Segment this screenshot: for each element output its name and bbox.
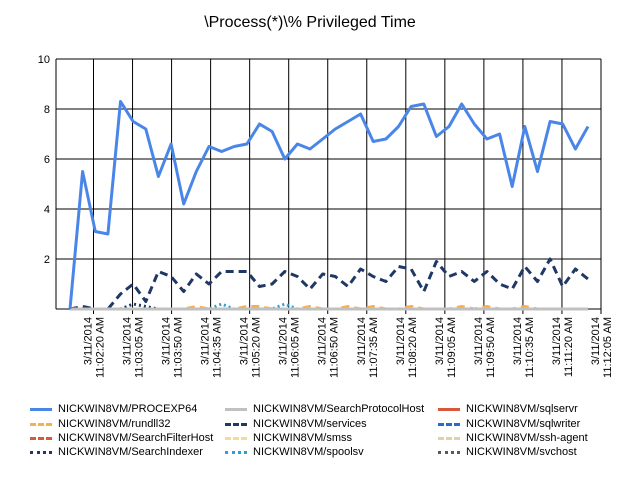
x-tick-label: 3/11/2014 11:06:05 AM [278,317,302,378]
legend-label: NICKWIN8VM/PROCEXP64 [58,403,198,415]
x-tick-label: 3/11/2014 11:05:20 AM [239,317,263,378]
legend-swatch [30,407,52,411]
x-tick-label: 3/11/2014 11:09:05 AM [434,317,458,378]
y-tick-label: 10 [38,54,50,66]
x-tick-date: 3/11/2014 [239,317,251,365]
x-tick-label: 3/11/2014 11:06:50 AM [317,317,341,378]
series-line-services [69,257,589,311]
legend-label: NICKWIN8VM/svchost [466,446,577,458]
axis-layer [55,59,602,310]
legend-swatch [225,436,247,440]
legend-label: NICKWIN8VM/sqlservr [466,403,578,415]
x-tick-label: 3/11/2014 11:02:20 AM [83,317,107,378]
x-tick-date: 3/11/2014 [512,317,524,365]
legend-swatch [225,450,247,454]
y-tick-label: 6 [44,154,50,166]
x-tick-label: 3/11/2014 11:08:20 AM [395,317,419,378]
legend-label: NICKWIN8VM/services [253,418,367,430]
x-tick-time: 11:06:50 AM [329,317,341,378]
legend-label: NICKWIN8VM/ssh-agent [466,432,588,444]
legend-label: NICKWIN8VM/spoolsv [253,446,364,458]
x-tick-date: 3/11/2014 [83,317,95,365]
x-tick-time: 11:10:35 AM [524,317,536,378]
legend-item: NICKWIN8VM/SearchFilterHost [30,431,213,445]
x-tick-time: 11:05:20 AM [251,317,263,378]
legend-item: NICKWIN8VM/sqlservr [438,402,578,416]
x-tick-time: 11:11:20 AM [563,317,575,377]
x-tick-time: 11:08:20 AM [407,317,419,378]
legend-swatch [438,436,460,440]
y-tick-label: 2 [44,254,50,266]
y-tick-label: 8 [44,104,50,116]
legend-label: NICKWIN8VM/SearchIndexer [58,446,203,458]
x-tick-time: 11:07:35 AM [368,317,380,378]
x-tick-time: 11:03:50 AM [173,317,185,378]
x-tick-time: 11:09:50 AM [485,317,497,378]
legend-swatch [30,422,52,426]
legend-label: NICKWIN8VM/sqlwriter [466,418,581,430]
legend-swatch [225,407,247,411]
x-tick-label: 3/11/2014 11:11:20 AM [551,317,575,377]
x-tick-date: 3/11/2014 [590,317,602,365]
x-tick-time: 11:02:20 AM [95,317,107,378]
legend-swatch [225,422,247,426]
x-tick-label: 3/11/2014 11:03:05 AM [122,317,146,378]
x-tick-label: 3/11/2014 11:07:35 AM [356,317,380,378]
legend-label: NICKWIN8VM/smss [253,432,352,444]
legend-label: NICKWIN8VM/SearchFilterHost [58,432,214,444]
x-tick-time: 11:04:35 AM [212,317,224,378]
legend-swatch [30,436,52,440]
x-tick-label: 3/11/2014 11:03:50 AM [161,317,185,378]
legend-swatch [438,407,460,411]
x-tick-time: 11:03:05 AM [134,317,146,378]
x-tick-label: 3/11/2014 11:12:05 AM [590,317,614,378]
series-line-procexp64 [68,100,590,310]
legend-item: NICKWIN8VM/ssh-agent [438,431,588,445]
x-tick-label: 3/11/2014 11:04:35 AM [200,317,224,378]
x-tick-time: 11:09:05 AM [446,317,458,378]
x-tick-date: 3/11/2014 [317,317,329,365]
x-tick-date: 3/11/2014 [356,317,368,365]
legend-label: NICKWIN8VM/SearchProtocolHost [253,403,425,415]
legend-swatch [438,450,460,454]
series-layer [68,100,590,311]
chart-title: \Process(*)\% Privileged Time [204,14,416,31]
x-tick-label: 3/11/2014 11:09:50 AM [473,317,497,378]
x-tick-date: 3/11/2014 [122,317,134,365]
legend-item: NICKWIN8VM/svchost [438,445,577,459]
legend-item: NICKWIN8VM/sqlwriter [438,417,580,431]
x-tick-date: 3/11/2014 [161,317,173,365]
legend-label: NICKWIN8VM/rundll32 [58,418,171,430]
x-tick-date: 3/11/2014 [551,317,563,365]
x-tick-date: 3/11/2014 [200,317,212,365]
x-tick-time: 11:06:05 AM [290,317,302,378]
x-tick-date: 3/11/2014 [473,317,485,365]
legend-swatch [438,422,460,426]
legend-item: NICKWIN8VM/PROCEXP64 [30,402,197,416]
legend-item: NICKWIN8VM/services [225,417,367,431]
legend-item: NICKWIN8VM/rundll32 [30,417,170,431]
legend-item: NICKWIN8VM/SearchIndexer [30,445,203,459]
legend-item: NICKWIN8VM/SearchProtocolHost [225,402,424,416]
legend-item: NICKWIN8VM/spoolsv [225,445,364,459]
x-tick-date: 3/11/2014 [434,317,446,365]
legend-swatch [30,450,52,454]
x-tick-time: 11:12:05 AM [602,317,614,378]
x-tick-date: 3/11/2014 [395,317,407,365]
legend-item: NICKWIN8VM/smss [225,431,352,445]
x-tick-label: 3/11/2014 11:10:35 AM [512,317,536,378]
y-tick-label: 4 [44,204,50,216]
x-tick-date: 3/11/2014 [278,317,290,365]
